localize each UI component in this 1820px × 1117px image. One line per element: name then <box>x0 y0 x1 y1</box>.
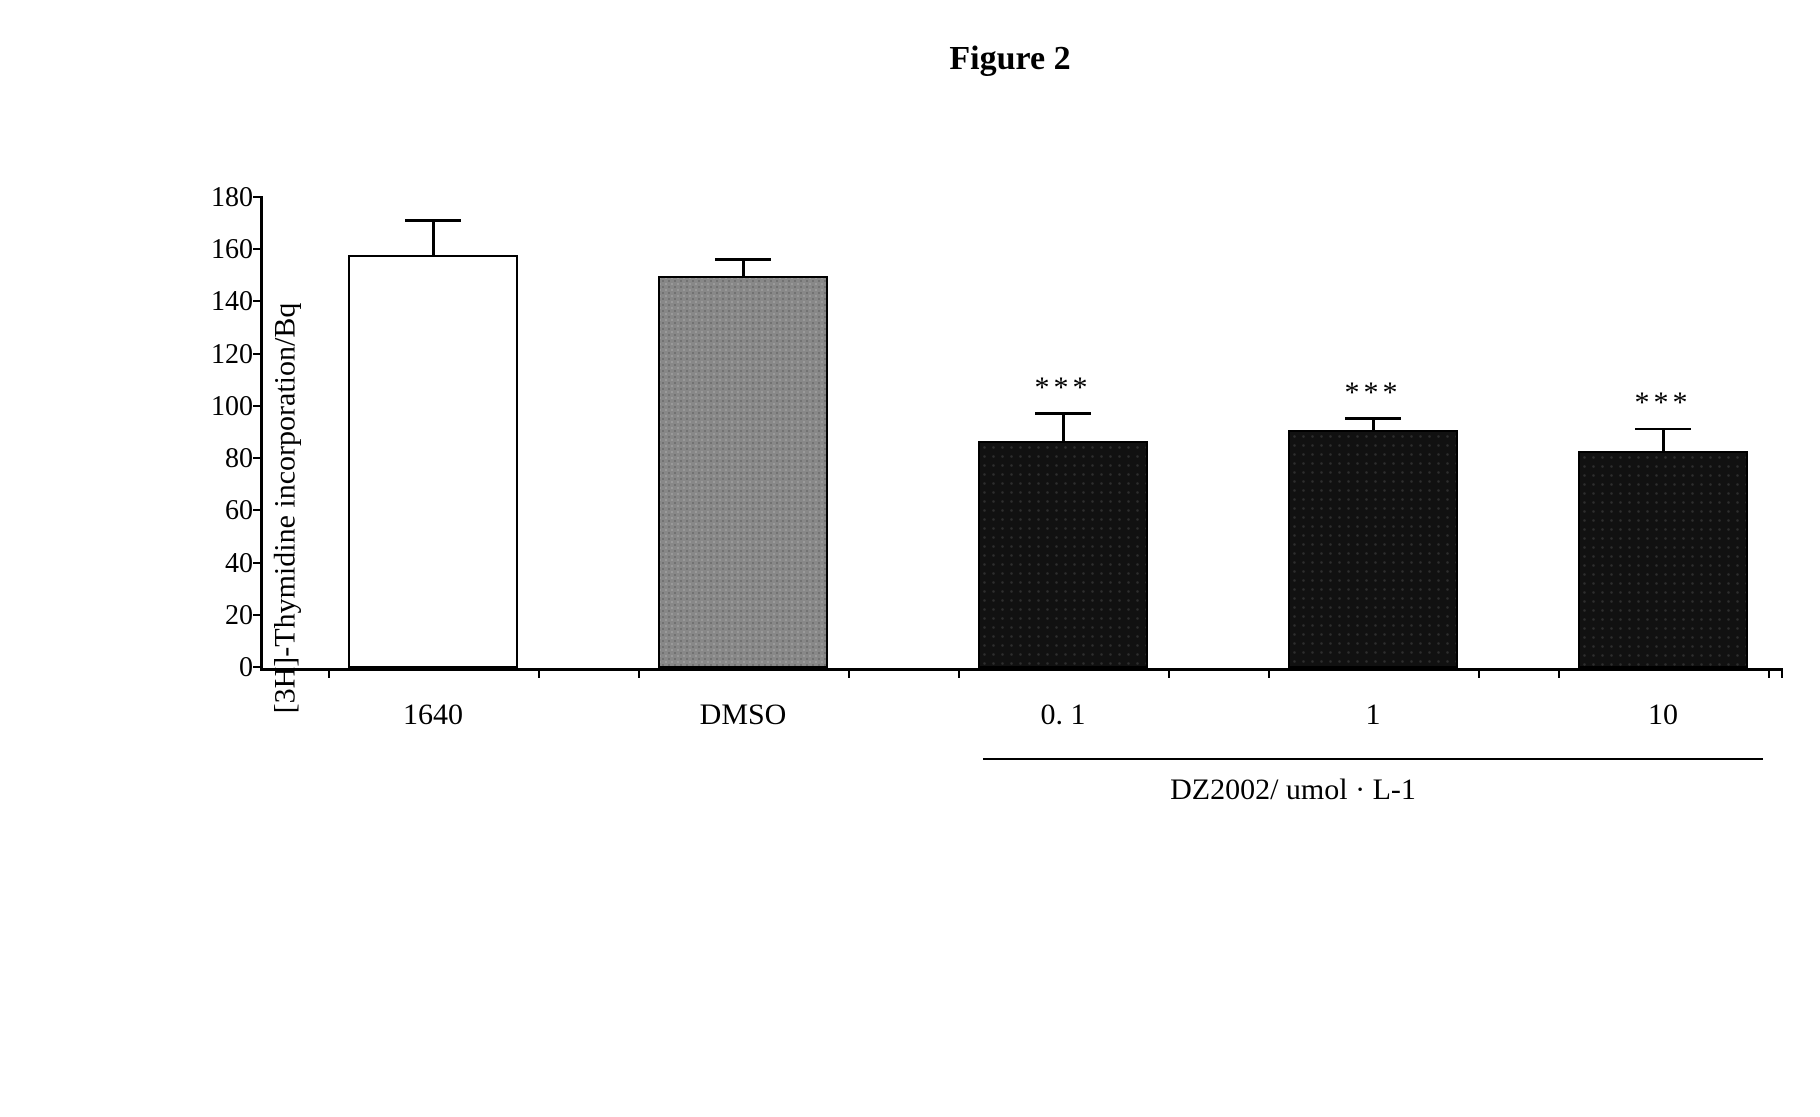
x-tick-mark <box>1268 668 1270 678</box>
x-tick-label: 10 <box>1648 698 1678 732</box>
error-bar <box>1372 420 1375 430</box>
x-tick-mark <box>638 668 640 678</box>
x-tick-label: 1 <box>1366 698 1381 732</box>
x-tick-mark <box>958 668 960 678</box>
bar <box>658 276 828 668</box>
y-tick-mark <box>253 248 263 250</box>
y-tick-mark <box>253 196 263 198</box>
y-tick-mark <box>253 405 263 407</box>
y-tick-label: 120 <box>193 339 253 371</box>
y-tick-mark <box>253 300 263 302</box>
y-tick-label: 20 <box>193 600 253 632</box>
x-tick-mark <box>848 668 850 678</box>
y-tick-label: 140 <box>193 286 253 318</box>
x-tick-mark <box>538 668 540 678</box>
x-tick-mark <box>328 668 330 678</box>
bar <box>978 441 1148 668</box>
x-tick-mark <box>1558 668 1560 678</box>
x-tick-mark <box>1478 668 1480 678</box>
y-tick-label: 160 <box>193 234 253 266</box>
error-cap <box>715 258 771 261</box>
group-label: DZ2002/ umol · L-1 <box>1170 773 1416 807</box>
x-tick-label: 0. 1 <box>1041 698 1086 732</box>
error-cap <box>1345 417 1401 420</box>
group-underline <box>983 758 1763 760</box>
significance-marker: *** <box>1035 371 1092 405</box>
y-tick-label: 180 <box>193 182 253 214</box>
y-tick-label: 100 <box>193 391 253 423</box>
x-tick-mark <box>1168 668 1170 678</box>
y-tick-label: 0 <box>193 652 253 684</box>
bar <box>348 255 518 668</box>
error-cap <box>1035 412 1091 415</box>
significance-marker: *** <box>1635 386 1692 420</box>
figure-title: Figure 2 <box>240 40 1780 78</box>
x-tick-label: DMSO <box>700 698 787 732</box>
x-tick-label: 1640 <box>403 698 463 732</box>
error-bar <box>742 261 745 277</box>
y-tick-mark <box>253 509 263 511</box>
error-bar <box>1662 430 1665 451</box>
significance-marker: *** <box>1345 376 1402 410</box>
y-tick-mark <box>253 666 263 668</box>
error-bar <box>432 222 435 256</box>
y-tick-label: 40 <box>193 548 253 580</box>
y-tick-mark <box>253 353 263 355</box>
figure-wrapper: Figure 2 [3H]-Thymidine incorporation/Bq… <box>40 40 1780 818</box>
y-tick-mark <box>253 457 263 459</box>
bar <box>1288 430 1458 668</box>
error-cap <box>405 219 461 222</box>
plot-region: 0204060801001201401601801640DMSO***0. 1*… <box>260 198 1783 671</box>
chart-area: [3H]-Thymidine incorporation/Bq 02040608… <box>140 198 1780 818</box>
bar <box>1578 451 1748 668</box>
error-cap <box>1635 428 1691 431</box>
y-tick-label: 60 <box>193 495 253 527</box>
y-tick-label: 80 <box>193 443 253 475</box>
error-bar <box>1062 415 1065 441</box>
x-tick-mark <box>1768 668 1770 678</box>
y-tick-mark <box>253 562 263 564</box>
y-tick-mark <box>253 614 263 616</box>
x-tick-mark <box>1781 668 1783 678</box>
